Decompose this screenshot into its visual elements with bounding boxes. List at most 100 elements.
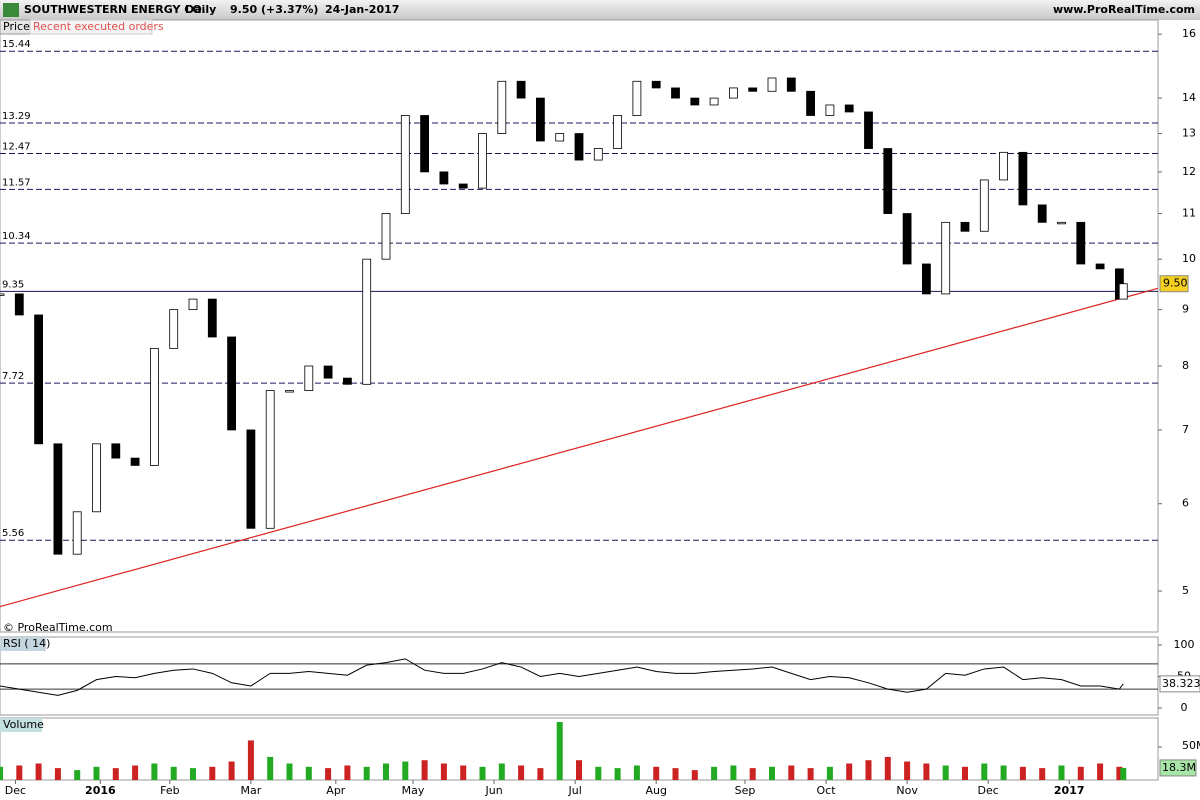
volume-bar: [383, 763, 389, 780]
candle: [420, 115, 430, 173]
volume-bar: [962, 766, 968, 780]
title: SOUTHWESTERN ENERGY CO.: [24, 3, 206, 16]
candle: [265, 390, 275, 529]
y-tick-label: 14: [1182, 91, 1196, 104]
volume-bar: [1019, 766, 1026, 780]
volume-bar: [460, 765, 467, 780]
volume-bar: [1097, 763, 1104, 780]
volume-bar: [846, 763, 853, 780]
x-tick-label: Sep: [735, 784, 756, 797]
candle: [400, 115, 410, 214]
volume-bar: [730, 765, 737, 780]
candle: [362, 258, 372, 385]
volume-bar: [518, 765, 525, 780]
volume-bar: [74, 770, 81, 780]
volume-bar: [1116, 766, 1123, 780]
candle: [130, 457, 140, 466]
volume-bar: [1000, 765, 1007, 780]
volume-bar: [884, 756, 891, 780]
volume-bar: [363, 766, 370, 780]
candle: [979, 179, 989, 232]
candle: [246, 429, 256, 529]
candle: [574, 133, 584, 161]
volume-bar: [807, 768, 814, 780]
x-tick-label: 2016: [85, 784, 116, 797]
candle: [902, 213, 912, 265]
support-label: 9.35: [2, 279, 24, 290]
x-tick-label: May: [402, 784, 425, 797]
candle: [0, 293, 5, 296]
candle: [1057, 221, 1066, 225]
copyright: © ProRealTime.com: [3, 621, 113, 634]
orders-tab[interactable]: [29, 19, 153, 35]
volume-bar: [498, 763, 505, 780]
candle: [690, 97, 700, 106]
candle: [883, 148, 893, 214]
volume-bar: [1120, 767, 1127, 780]
candle: [439, 171, 449, 185]
candle: [1037, 204, 1047, 223]
candle: [14, 293, 24, 316]
level-label: 10.34: [2, 231, 31, 242]
volume-bar: [93, 766, 100, 780]
volume-bar: [633, 765, 640, 780]
volume-bar: [228, 761, 235, 780]
y-tick-label: 13: [1182, 127, 1196, 140]
volume-title: Volume: [3, 718, 44, 731]
volume-bar: [0, 766, 3, 780]
candle: [999, 151, 1008, 181]
volume-bar: [595, 766, 602, 780]
header-bar: [0, 0, 1200, 20]
candle: [786, 77, 796, 92]
candle: [92, 443, 101, 513]
level-label: 7.72: [2, 371, 24, 382]
candle: [613, 115, 622, 149]
volume-bar: [132, 765, 139, 780]
price-panel: [0, 19, 1159, 633]
candle: [1018, 151, 1028, 206]
candle: [922, 263, 931, 295]
volume-bar: [556, 721, 563, 780]
y-tick-label: 9: [1182, 303, 1189, 316]
y-tick-label: 7: [1182, 423, 1189, 436]
y-tick-label: 10: [1182, 252, 1196, 265]
x-tick-label: Dec: [978, 784, 999, 797]
volume-bar: [190, 768, 196, 780]
logo: [3, 3, 19, 17]
candle: [458, 183, 468, 189]
candle: [844, 104, 854, 113]
candle: [207, 298, 217, 338]
price-tab-label[interactable]: Price: [3, 20, 30, 33]
volume-bar: [537, 768, 544, 780]
volume-bar: [440, 763, 447, 780]
site: www.ProRealTime.com: [1053, 3, 1195, 16]
volume-bar: [826, 766, 833, 780]
volume-bar: [325, 768, 332, 780]
volume-bar: [865, 760, 872, 780]
candle: [227, 336, 237, 431]
last-price-label: 9.50: [1163, 277, 1188, 290]
level-label: 13.29: [2, 111, 31, 122]
rsi-title: RSI ( 14): [3, 637, 50, 650]
candle: [729, 87, 738, 99]
x-tick-label: Apr: [326, 784, 346, 797]
candle: [555, 133, 565, 142]
candle: [593, 148, 603, 161]
candle: [188, 298, 198, 311]
y-tick-label: 5: [1182, 584, 1189, 597]
y-tick-label: 11: [1182, 207, 1196, 220]
orders-tab-label[interactable]: Recent executed orders: [33, 20, 164, 33]
candle: [1095, 263, 1105, 270]
candle: [342, 377, 352, 385]
candle: [864, 111, 873, 149]
level-label: 15.44: [2, 39, 31, 50]
rsi-line: [0, 658, 1124, 696]
x-tick-label: 2017: [1054, 784, 1085, 797]
volume-bar: [923, 763, 930, 780]
volume-bar: [769, 766, 775, 780]
volume-bar: [479, 766, 486, 780]
volume-bar: [209, 766, 216, 780]
candle: [478, 133, 487, 189]
candle: [323, 365, 333, 379]
